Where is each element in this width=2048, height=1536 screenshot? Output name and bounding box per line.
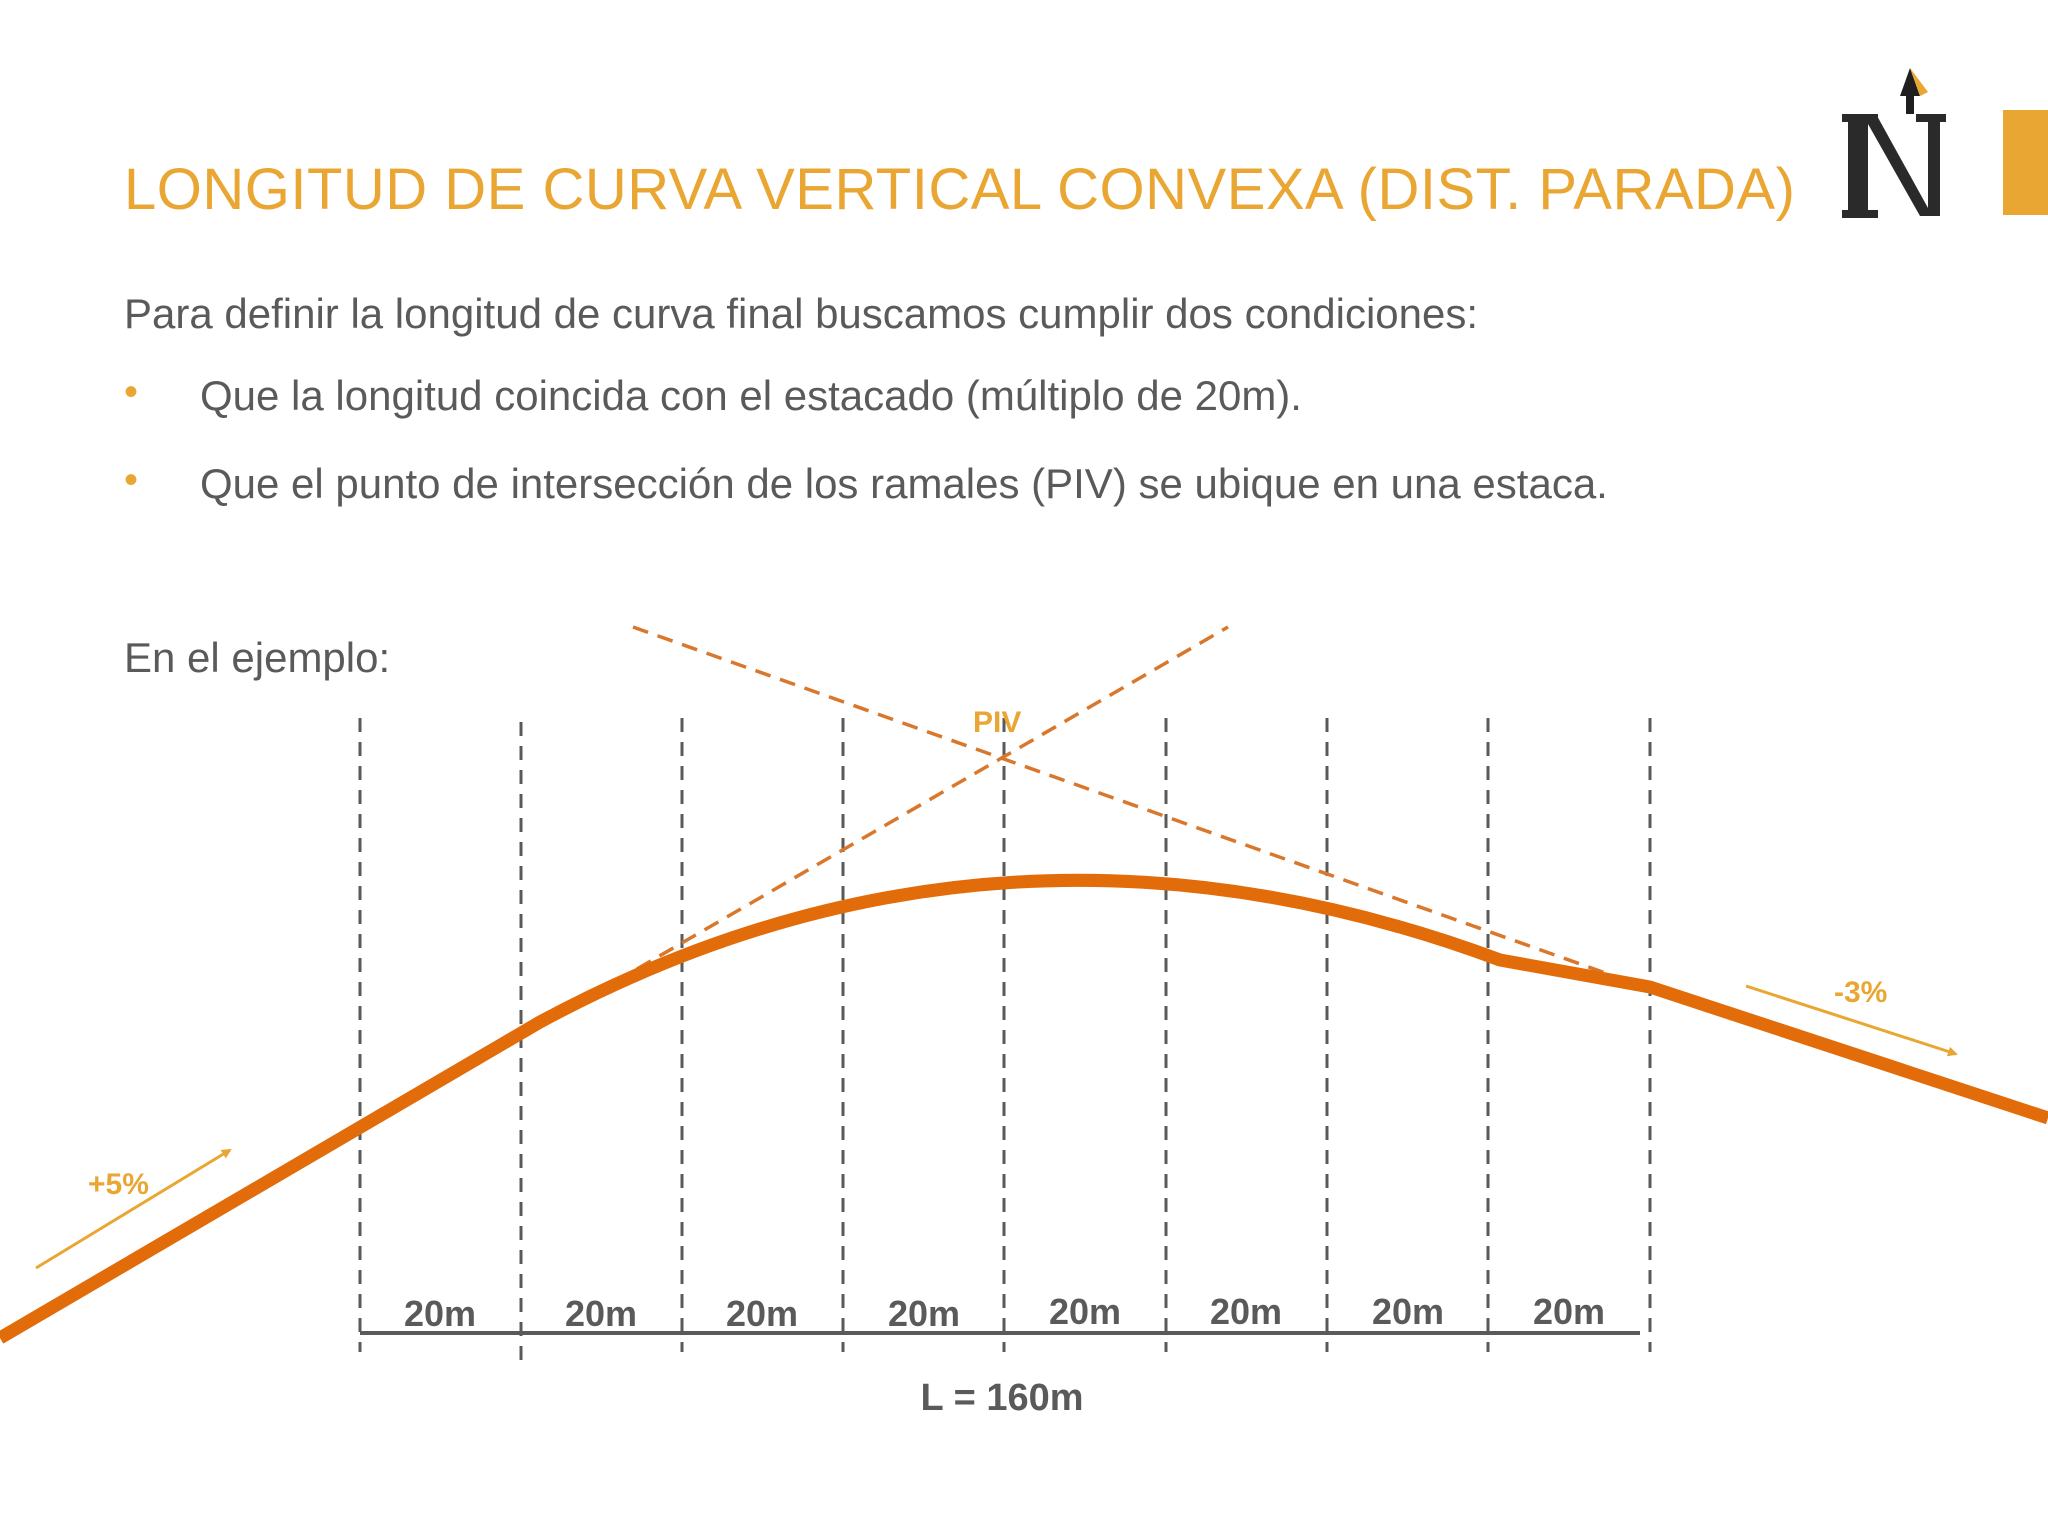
intro-text: Para definir la longitud de curva final …	[124, 290, 1479, 337]
list-item-text: Que la longitud coincida con el estacado…	[200, 372, 1302, 419]
slide-title: LONGITUD DE CURVA VERTICAL CONVEXA (DIST…	[124, 157, 1796, 222]
segment-label: 20m	[1049, 1291, 1121, 1332]
grade-out-label: -3%	[1834, 976, 1887, 1009]
segment-label: 20m	[888, 1293, 960, 1334]
example-label: En el ejemplo:	[124, 634, 391, 681]
grade-arrow-out	[1745, 984, 1958, 1057]
segment-label: 20m	[726, 1293, 798, 1334]
segment-label: 20m	[1372, 1291, 1444, 1332]
segment-label: 20m	[1533, 1291, 1605, 1332]
tangent-line-out	[632, 625, 1716, 1014]
list-item: • Que la longitud coincida con el estaca…	[124, 370, 1608, 422]
grade-in-label: +5%	[88, 1168, 149, 1201]
piv-label: PIV	[973, 706, 1021, 739]
grade-arrow-in	[35, 1148, 232, 1270]
total-length-label: L = 160m	[920, 1377, 1083, 1419]
road-profile	[0, 873, 2048, 1344]
segment-label: 20m	[1210, 1291, 1282, 1332]
segment-label: 20m	[565, 1293, 637, 1334]
tangent-line-in	[591, 625, 1229, 997]
segment-label: 20m	[404, 1293, 476, 1334]
bullet-icon: •	[124, 458, 139, 502]
bullet-icon: •	[124, 370, 139, 414]
list-item-text: Que el punto de intersección de los rama…	[200, 460, 1608, 507]
accent-bar	[2003, 110, 2048, 215]
conditions-list: • Que la longitud coincida con el estaca…	[124, 370, 1608, 548]
list-item: • Que el punto de intersección de los ra…	[124, 458, 1608, 510]
logo-icon	[1842, 68, 1946, 218]
